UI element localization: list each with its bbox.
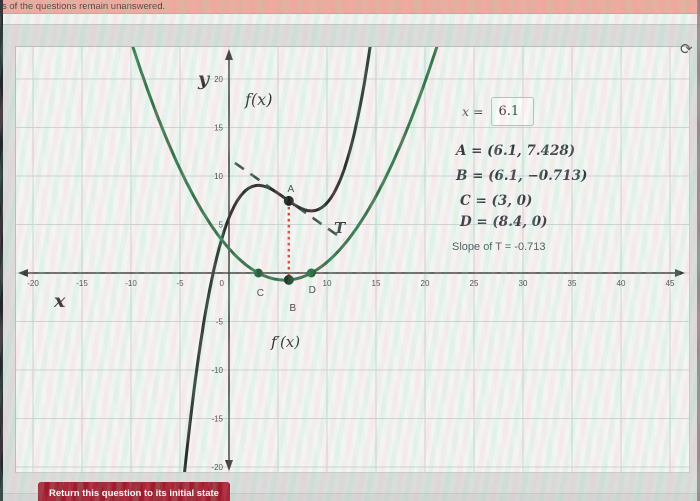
graph-canvas[interactable]: -20 -15 -10 -5 0 10 15 20 25 30 35 40 45 20 15 10 5 -5 -10…	[15, 46, 690, 473]
x-tick-label: -20	[27, 279, 39, 288]
refresh-icon[interactable]: ⟳	[680, 40, 693, 58]
x-tick-label: 40	[617, 279, 626, 288]
y-tick-label: 10	[214, 172, 223, 181]
point-A[interactable]	[283, 195, 294, 206]
point-A-label: A	[287, 184, 294, 195]
x-axis-left-arrow-icon	[18, 269, 28, 277]
y-tick-label: -20	[211, 463, 223, 472]
screen-edge-right	[697, 0, 700, 501]
curve-f	[183, 47, 372, 472]
x-tick-label: 35	[568, 279, 577, 288]
screen-edge-left	[0, 0, 3, 501]
slope-readout: Slope of T = -0.713	[452, 241, 546, 253]
x-tick-label: 30	[519, 279, 528, 288]
x-tick-label: 25	[470, 279, 479, 288]
x-axis-right-arrow-icon	[675, 269, 685, 277]
y-axis-up-arrow-icon	[225, 49, 233, 60]
reset-question-button[interactable]: Return this question to its initial stat…	[38, 482, 230, 501]
x-tick-label: -5	[176, 279, 184, 288]
y-axis-label: y	[197, 68, 211, 90]
point-D	[306, 268, 316, 278]
point-C-label: C	[257, 288, 264, 299]
y-tick-label: 20	[214, 75, 223, 84]
y-tick-label: -5	[216, 318, 224, 327]
x-equals-label: x =	[462, 104, 484, 119]
grid-lines	[16, 47, 689, 472]
bottom-divider	[0, 493, 700, 501]
x-tick-label: 10	[323, 279, 332, 288]
graph-svg: -20 -15 -10 -5 0 10 15 20 25 30 35 40 45 20 15 10 5 -5 -10…	[16, 47, 689, 472]
divider-strip	[0, 13, 700, 25]
x-tick-label: -15	[76, 279, 88, 288]
point-b-readout: B = (6.1, −0.713)	[456, 168, 588, 184]
tangent-label: T	[334, 219, 347, 237]
x-tick-label: 20	[421, 279, 430, 288]
y-tick-label: -15	[211, 415, 223, 424]
point-B	[283, 274, 294, 285]
y-tick-label: -10	[211, 366, 223, 375]
y-tick-label: 5	[219, 221, 224, 230]
point-a-readout: A = (6.1, 7.428)	[456, 143, 576, 159]
x-tick-label: 0	[220, 279, 225, 288]
x-axis-label: x	[53, 290, 66, 312]
curve-fprime	[131, 47, 439, 282]
y-tick-label: 15	[214, 124, 223, 133]
x-value-input[interactable]	[490, 97, 534, 126]
curve-fprime-label: f′(x)	[270, 333, 300, 351]
x-input-row: x =	[462, 97, 658, 126]
x-tick-label: 15	[372, 279, 381, 288]
point-d-readout: D = (8.4, 0)	[460, 214, 548, 230]
x-tick-label: 45	[666, 279, 675, 288]
y-axis-down-arrow-icon	[225, 460, 233, 471]
x-tick-label: -10	[125, 279, 137, 288]
readout-panel: x = A = (6.1, 7.428) B = (6.1, −0.713) C…	[448, 97, 658, 253]
point-c-readout: C = (3, 0)	[460, 193, 533, 209]
coordinates-readout: A = (6.1, 7.428) B = (6.1, −0.713) C = (…	[448, 142, 658, 231]
point-B-label: B	[289, 303, 296, 314]
point-C	[253, 268, 263, 278]
unanswered-alert-bar: s of the questions remain unanswered.	[0, 0, 700, 13]
curve-f-label: f(x)	[244, 90, 272, 109]
point-D-label: D	[309, 285, 316, 296]
alert-text: s of the questions remain unanswered.	[2, 1, 166, 12]
